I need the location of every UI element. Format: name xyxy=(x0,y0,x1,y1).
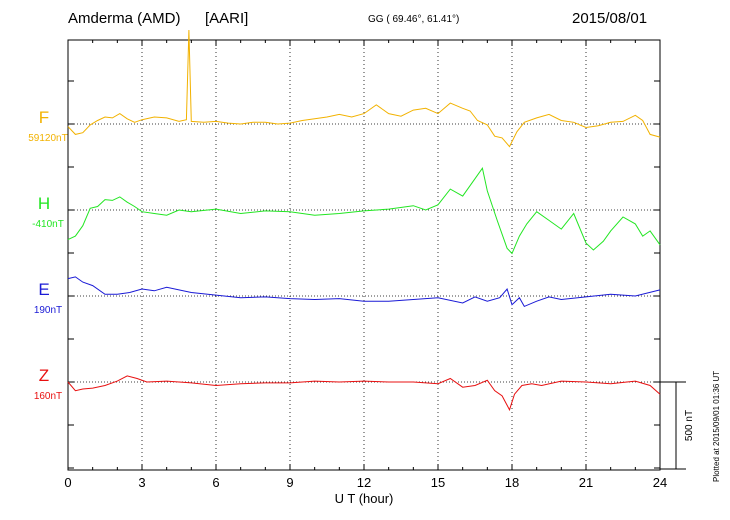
series-line-e xyxy=(67,276,661,308)
x-axis-label: U T (hour) xyxy=(335,491,394,506)
x-tick-label: 18 xyxy=(505,475,519,490)
series-line-z xyxy=(67,375,661,412)
coordinates-label: GG ( 69.46°, 61.41°) xyxy=(368,14,460,25)
x-tick-label: 12 xyxy=(357,475,371,490)
x-tick-label: 24 xyxy=(653,475,667,490)
series-line-h xyxy=(67,166,661,255)
baseline-value-e: 190nT xyxy=(34,305,62,316)
network-label: [AARI] xyxy=(205,10,249,27)
x-tick-label: 0 xyxy=(64,475,71,490)
baseline-value-f: 59120nT xyxy=(28,133,67,144)
date-label: 2015/08/01 xyxy=(572,10,648,27)
x-tick-label: 21 xyxy=(579,475,593,490)
x-tick-label: 9 xyxy=(286,475,293,490)
x-tick-label: 15 xyxy=(431,475,445,490)
station-title: Amderma (AMD) xyxy=(68,10,181,27)
series-line-f xyxy=(67,29,661,148)
component-label-h: H xyxy=(38,194,50,213)
baseline-value-h: -410nT xyxy=(32,219,64,230)
x-tick-label: 3 xyxy=(138,475,145,490)
component-label-f: F xyxy=(39,108,49,127)
component-label-e: E xyxy=(38,280,49,299)
scale-bar-label: 500 nT xyxy=(684,410,695,441)
component-label-z: Z xyxy=(39,366,49,385)
x-tick-label: 6 xyxy=(212,475,219,490)
baseline-value-z: 160nT xyxy=(34,391,62,402)
